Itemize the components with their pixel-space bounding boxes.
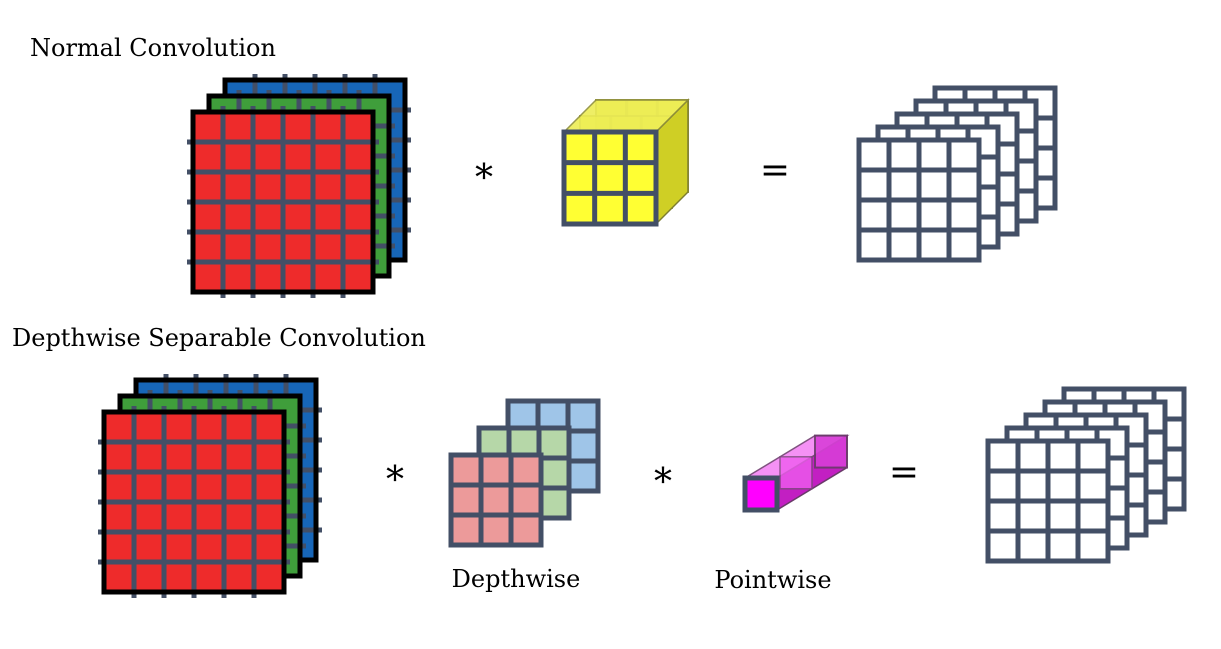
depthwise-kernel-red — [448, 452, 544, 548]
output-volume-separable — [985, 386, 1187, 564]
input-volume-normal — [187, 74, 411, 298]
input-volume-separable — [98, 374, 322, 598]
convolve-operator-normal: * — [475, 158, 493, 199]
pointwise-caption: Pointwise — [714, 566, 831, 594]
pointwise-kernel — [742, 434, 850, 513]
kernel-front-face — [561, 129, 659, 227]
input-channel-red — [98, 406, 290, 598]
output-volume-normal — [856, 85, 1058, 263]
equals-operator-normal: = — [760, 150, 790, 191]
depthwise-kernels — [448, 398, 601, 548]
standard-kernel — [561, 98, 690, 227]
input-channel-red — [187, 106, 379, 298]
pointwise-front-cell — [742, 475, 780, 513]
convolve-operator-depthwise: * — [386, 460, 404, 501]
output-channel-1 — [856, 137, 982, 263]
output-channel-1 — [985, 438, 1111, 564]
pointwise-mid-cell — [779, 456, 813, 490]
normal-convolution-heading: Normal Convolution — [30, 34, 276, 62]
depthwise-caption: Depthwise — [452, 565, 581, 593]
convolve-operator-pointwise: * — [654, 462, 672, 503]
equals-operator-separable: = — [889, 452, 919, 493]
separable-convolution-heading: Depthwise Separable Convolution — [12, 324, 426, 352]
pointwise-back-cell — [814, 434, 848, 469]
